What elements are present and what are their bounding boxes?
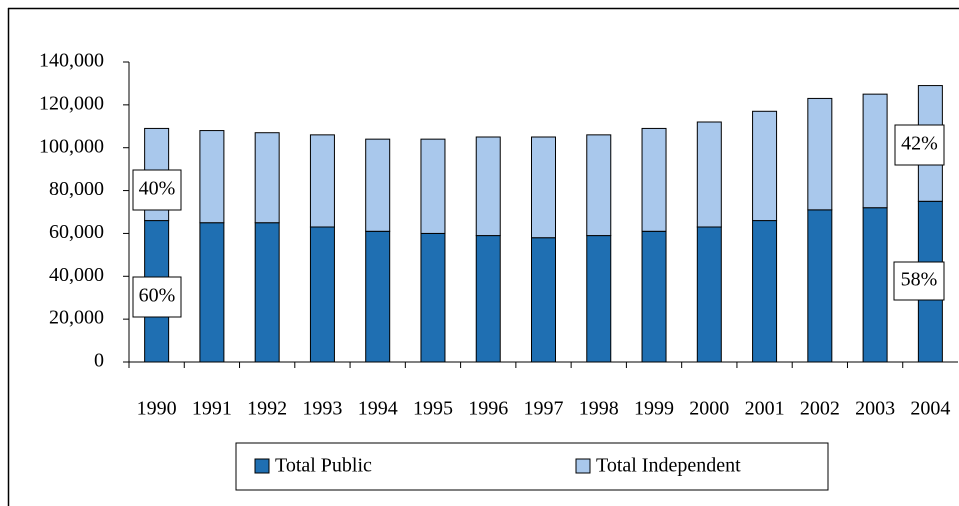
bar-segment <box>862 93 888 209</box>
bar-segment <box>641 127 667 232</box>
legend-label: Total Independent <box>596 455 741 477</box>
x-tick-label: 1996 <box>468 398 508 420</box>
annotation-box <box>894 124 945 166</box>
bar-segment <box>365 230 391 363</box>
bar-segment <box>309 226 335 363</box>
legend-swatch <box>254 458 270 474</box>
y-tick-label: 40,000 <box>49 264 104 286</box>
x-tick-label: 2001 <box>745 398 785 420</box>
y-tick-label: 80,000 <box>49 178 104 200</box>
bar-segment <box>752 110 778 222</box>
x-tick-label: 1998 <box>579 398 619 420</box>
bar-segment <box>475 235 501 363</box>
bar-segment <box>309 134 335 228</box>
annotation-box <box>893 261 945 301</box>
bar-segment <box>586 235 612 363</box>
x-tick-label: 1992 <box>247 398 287 420</box>
bar-segment <box>586 134 612 237</box>
x-tick-label: 1997 <box>524 398 564 420</box>
legend-label: Total Public <box>275 455 372 477</box>
y-tick-label: 140,000 <box>39 50 104 72</box>
bar-segment <box>696 226 722 363</box>
x-tick-label: 1990 <box>137 398 177 420</box>
y-tick-label: 0 <box>94 350 104 372</box>
x-tick-label: 1991 <box>192 398 232 420</box>
bar-segment <box>199 222 225 363</box>
bar-segment <box>420 232 446 363</box>
bar-segment <box>199 130 225 224</box>
x-tick-label: 1994 <box>358 398 398 420</box>
annotation: 58% <box>901 269 938 291</box>
bar-segment <box>807 97 833 211</box>
annotation: 40% <box>139 178 176 200</box>
x-tick-label: 2000 <box>689 398 729 420</box>
x-tick-label: 2003 <box>855 398 895 420</box>
y-tick-label: 60,000 <box>49 221 104 243</box>
y-tick-label: 120,000 <box>39 92 104 114</box>
bar-segment <box>641 230 667 363</box>
annotation: 42% <box>901 133 938 155</box>
bar-segment <box>752 220 778 363</box>
x-tick-label: 1999 <box>634 398 674 420</box>
annotation: 60% <box>139 285 176 307</box>
bar-segment <box>254 132 280 224</box>
y-tick-label: 20,000 <box>49 307 104 329</box>
x-tick-label: 2002 <box>800 398 840 420</box>
y-tick-label: 100,000 <box>39 135 104 157</box>
bar-segment <box>531 237 556 363</box>
bar-segment <box>862 207 888 363</box>
x-tick-label: 1993 <box>302 398 342 420</box>
bar-segment <box>365 138 391 232</box>
x-tick-label: 2004 <box>910 398 950 420</box>
bar-segment <box>475 136 501 237</box>
x-tick-label: 1995 <box>413 398 453 420</box>
bar-segment <box>420 138 446 234</box>
annotation-box <box>132 169 182 211</box>
legend-swatch <box>575 458 591 474</box>
legend-box <box>235 442 829 491</box>
bar-segment <box>807 209 833 363</box>
bar-segment <box>254 222 280 363</box>
annotation-box <box>132 276 182 318</box>
bar-segment <box>531 136 556 239</box>
bar-segment <box>696 121 722 228</box>
